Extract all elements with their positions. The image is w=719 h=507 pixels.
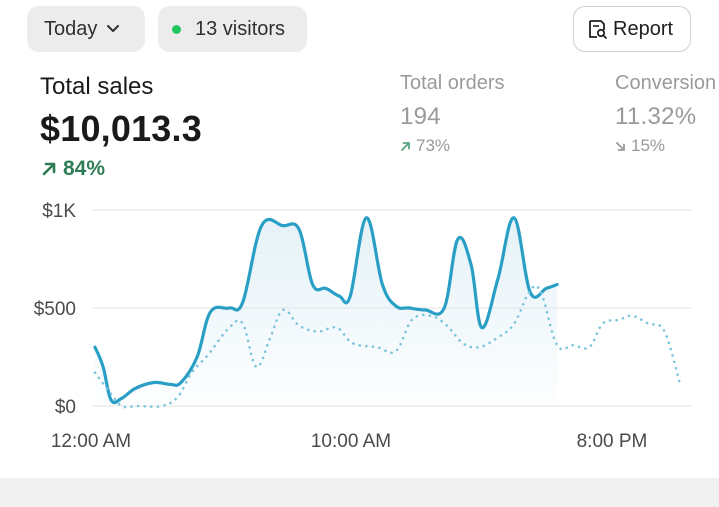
report-button[interactable]: Report bbox=[573, 6, 691, 52]
conversion-change: 15% bbox=[615, 136, 719, 156]
conversion-title: Conversion bbox=[615, 72, 717, 94]
chevron-down-icon bbox=[106, 24, 120, 34]
total-orders-value: 194 bbox=[400, 103, 441, 130]
x-tick-label: 12:00 AM bbox=[51, 431, 131, 452]
total-sales-title: Total sales bbox=[40, 73, 154, 100]
arrow-down-right-icon bbox=[615, 141, 626, 152]
live-visitors-badge[interactable]: 13 visitors bbox=[158, 6, 307, 52]
y-tick-label: $0 bbox=[55, 397, 76, 418]
visitors-label: 13 visitors bbox=[195, 17, 286, 40]
x-tick-label: 10:00 AM bbox=[311, 431, 391, 452]
bottom-panel-edge bbox=[0, 478, 719, 507]
x-tick-label: 8:00 PM bbox=[577, 431, 648, 452]
arrow-up-right-icon bbox=[41, 161, 57, 177]
report-button-label: Report bbox=[613, 17, 674, 40]
total-orders-change-value: 73% bbox=[416, 136, 451, 155]
conversion-value: 11.32% bbox=[615, 103, 697, 130]
today-sales-area bbox=[95, 217, 558, 406]
total-orders-metric[interactable]: Total orders 194 73% bbox=[400, 72, 505, 156]
conversion-change-value: 15% bbox=[631, 136, 666, 155]
total-orders-title: Total orders bbox=[400, 72, 505, 94]
total-orders-change: 73% bbox=[400, 136, 505, 156]
total-sales-value: $10,013.3 bbox=[40, 108, 202, 149]
y-tick-label: $500 bbox=[34, 299, 76, 320]
arrow-up-right-icon bbox=[400, 141, 411, 152]
conversion-metric[interactable]: Conversion 11.32% 15% bbox=[615, 72, 719, 156]
today-sales-line bbox=[93, 216, 559, 405]
total-sales-change: 84% bbox=[41, 157, 105, 181]
date-range-selector[interactable]: Today bbox=[27, 6, 145, 52]
sales-chart[interactable]: $0 $500 $1K 12:00 AM 10:00 AM 8:00 PM bbox=[0, 190, 719, 460]
y-tick-label: $1K bbox=[42, 201, 76, 222]
report-icon bbox=[586, 18, 608, 40]
date-range-label: Today bbox=[44, 17, 98, 40]
total-sales-change-value: 84% bbox=[63, 157, 106, 180]
live-status-dot bbox=[172, 24, 181, 34]
